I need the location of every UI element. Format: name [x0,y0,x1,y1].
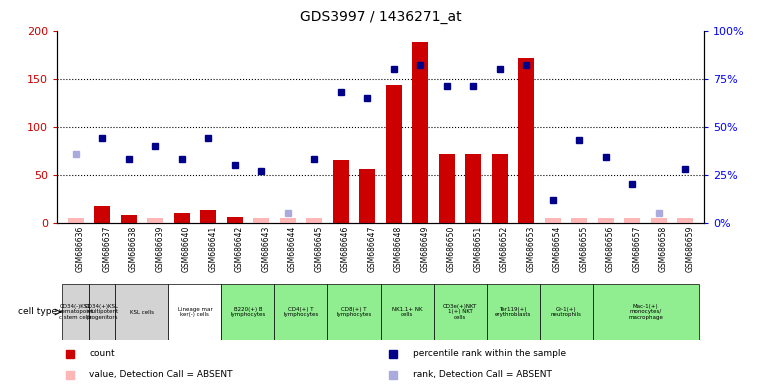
Text: NK1.1+ NK
cells: NK1.1+ NK cells [392,307,422,317]
Bar [174,213,189,223]
Bar [439,154,455,223]
Bar [147,218,163,223]
Bar [168,284,221,340]
Bar [593,284,699,340]
Text: CD34(-)KSL
hematopoiet
c stem cells: CD34(-)KSL hematopoiet c stem cells [58,304,94,320]
Bar [386,86,402,223]
Text: GSM686651: GSM686651 [473,226,482,272]
Text: KSL cells: KSL cells [130,310,154,314]
Bar [359,169,375,223]
Bar [434,284,486,340]
Text: CD3e(+)NKT
1(+) NKT
cells: CD3e(+)NKT 1(+) NKT cells [443,304,477,320]
Text: GSM686637: GSM686637 [102,226,111,272]
Text: GSM686645: GSM686645 [314,226,323,272]
Text: GSM686644: GSM686644 [288,226,297,272]
Text: GSM686656: GSM686656 [606,226,615,272]
Text: GSM686658: GSM686658 [659,226,668,272]
Text: rank, Detection Call = ABSENT: rank, Detection Call = ABSENT [413,370,552,379]
Text: GSM686648: GSM686648 [393,226,403,272]
Text: GSM686643: GSM686643 [261,226,270,272]
Bar [121,215,137,223]
Bar [94,207,110,223]
Text: GSM686636: GSM686636 [75,226,84,272]
Text: CD34(+)KSL
multipotent
progenitors: CD34(+)KSL multipotent progenitors [85,304,119,320]
Bar [677,218,693,223]
Text: Lineage mar
ker(-) cells: Lineage mar ker(-) cells [177,307,212,317]
Text: cell type: cell type [18,308,58,316]
Bar [540,284,593,340]
Text: GSM686650: GSM686650 [447,226,456,272]
Bar [412,42,428,223]
Bar [624,218,640,223]
Bar [227,217,243,223]
Text: CD8(+) T
lymphocytes: CD8(+) T lymphocytes [336,307,371,317]
Text: GSM686652: GSM686652 [500,226,509,272]
Text: GSM686659: GSM686659 [686,226,694,272]
Text: GSM686657: GSM686657 [632,226,642,272]
Bar [572,218,587,223]
Bar [68,218,84,223]
Text: GSM686653: GSM686653 [527,226,535,272]
Text: value, Detection Call = ABSENT: value, Detection Call = ABSENT [90,370,233,379]
Bar [380,284,434,340]
Bar [116,284,168,340]
Bar [327,284,380,340]
Bar [89,284,116,340]
Text: GSM686641: GSM686641 [209,226,217,272]
Text: GSM686647: GSM686647 [368,226,376,272]
Text: GSM686642: GSM686642 [234,226,244,272]
Bar [221,284,275,340]
Bar [651,218,667,223]
Bar [306,218,322,223]
Bar [62,284,89,340]
Bar [275,284,327,340]
Text: Mac-1(+)
monocytes/
macrophage: Mac-1(+) monocytes/ macrophage [628,304,663,320]
Text: GSM686646: GSM686646 [341,226,350,272]
Text: GSM686638: GSM686638 [129,226,138,272]
Text: GSM686654: GSM686654 [552,226,562,272]
Bar [280,218,296,223]
Bar [253,218,269,223]
Text: Gr-1(+)
neutrophils: Gr-1(+) neutrophils [551,307,581,317]
Bar [545,218,561,223]
Text: GSM686639: GSM686639 [155,226,164,272]
Text: Ter119(+)
erythroblasts: Ter119(+) erythroblasts [495,307,531,317]
Text: GDS3997 / 1436271_at: GDS3997 / 1436271_at [300,10,461,23]
Text: GSM686655: GSM686655 [579,226,588,272]
Bar [492,154,508,223]
Bar [465,154,481,223]
Text: CD4(+) T
lymphocytes: CD4(+) T lymphocytes [283,307,319,317]
Text: B220(+) B
lymphocytes: B220(+) B lymphocytes [231,307,266,317]
Text: percentile rank within the sample: percentile rank within the sample [413,349,566,358]
Bar [333,161,349,223]
Bar [598,218,614,223]
Bar [486,284,540,340]
Text: GSM686640: GSM686640 [182,226,191,272]
Text: count: count [90,349,115,358]
Text: GSM686649: GSM686649 [420,226,429,272]
Bar [518,58,534,223]
Bar [200,210,216,223]
